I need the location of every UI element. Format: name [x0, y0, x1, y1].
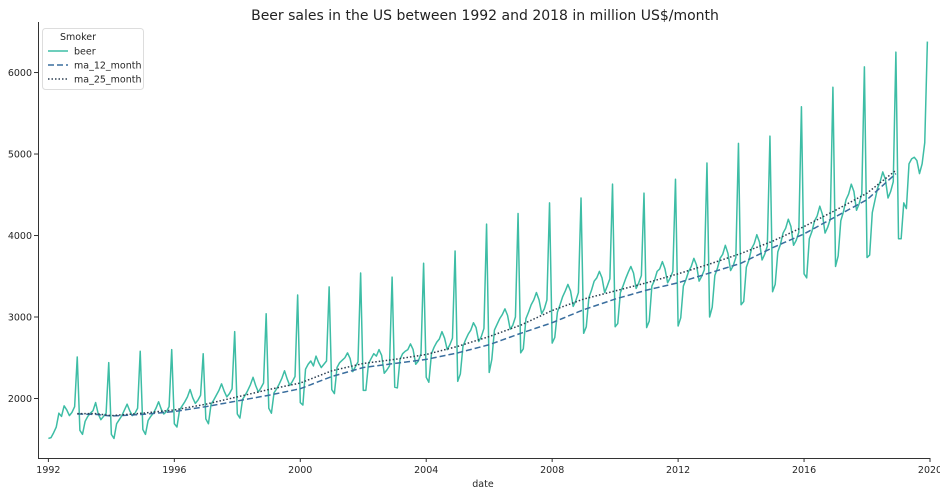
y-tick-label: 6000: [8, 68, 32, 79]
y-tick-label: 3000: [8, 313, 32, 324]
series-line-ma-12-month: [77, 173, 897, 417]
x-tick-label: 2000: [288, 465, 312, 476]
series-layer: [48, 41, 929, 440]
y-tick-label: 5000: [8, 150, 32, 161]
x-tick-label: 1996: [162, 465, 186, 476]
series-line-beer: [48, 41, 929, 440]
series-line-ma-25-month: [77, 169, 897, 417]
x-tick-label: 2016: [792, 465, 816, 476]
legend-title: Smoker: [60, 32, 96, 43]
legend-box: [42, 28, 144, 90]
x-tick-label: 2020: [918, 465, 940, 476]
chart-title: Beer sales in the US between 1992 and 20…: [251, 8, 719, 24]
legend-label-ma12: ma_12_month: [74, 61, 142, 72]
legend-label-ma25: ma_25_month: [74, 75, 142, 86]
legend-label-beer: beer: [74, 47, 96, 58]
x-axis-label: date: [472, 479, 494, 490]
legend: Smoker beer ma_12_month ma_25_month: [42, 28, 144, 90]
y-tick-label: 2000: [8, 394, 32, 405]
x-tick-group: 1992 1996 2000 2004 2008 2012 2016 2020: [36, 458, 940, 476]
x-tick-label: 1992: [36, 465, 60, 476]
y-tick-group: 2000 3000 4000 5000 6000: [8, 68, 38, 405]
x-tick-label: 2008: [540, 465, 564, 476]
y-tick-label: 4000: [8, 231, 32, 242]
x-tick-label: 2004: [414, 465, 438, 476]
x-tick-label: 2012: [666, 465, 690, 476]
